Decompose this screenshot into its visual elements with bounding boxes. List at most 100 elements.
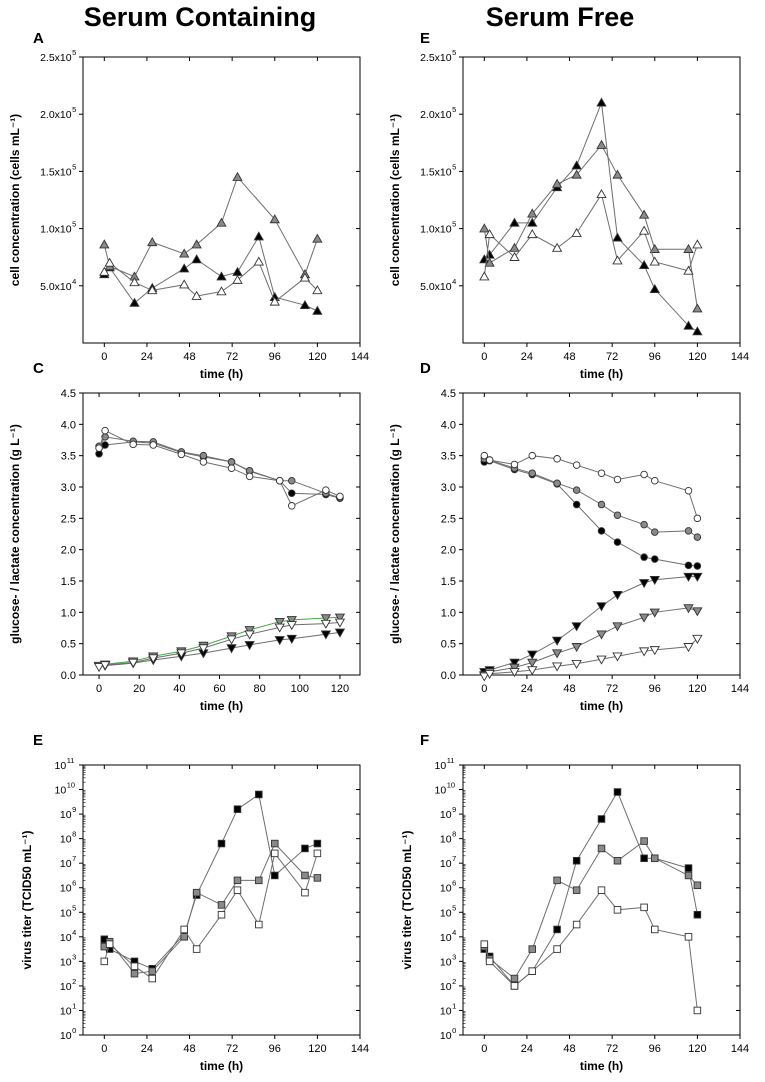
data-point bbox=[527, 217, 538, 227]
y-tick-exponent: 10 bbox=[67, 781, 75, 790]
y-tick-exponent: 4 bbox=[72, 277, 76, 286]
series-white bbox=[480, 886, 702, 1015]
y-tick-exponent: 0 bbox=[452, 1026, 456, 1035]
x-tick-label: 24 bbox=[141, 351, 153, 363]
data-point bbox=[613, 788, 622, 796]
x-tick-label: 0 bbox=[481, 683, 487, 695]
data-point bbox=[271, 839, 279, 848]
y-tick-label: 1.0x10 bbox=[40, 224, 72, 236]
data-point bbox=[510, 974, 519, 983]
panel-label: A bbox=[33, 30, 44, 47]
series-line bbox=[484, 458, 698, 538]
data-point bbox=[509, 251, 520, 261]
data-point bbox=[571, 227, 582, 237]
data-point bbox=[613, 511, 622, 519]
y-tick-exponent: 11 bbox=[67, 756, 75, 765]
data-point bbox=[312, 285, 323, 295]
data-point bbox=[99, 266, 110, 276]
data-point bbox=[649, 608, 660, 618]
series-glc-white bbox=[480, 451, 702, 523]
data-point bbox=[510, 460, 519, 469]
y-tick-label: 2.5 bbox=[441, 513, 456, 525]
x-axis-label: time (h) bbox=[580, 367, 623, 381]
data-point bbox=[528, 469, 537, 477]
data-point bbox=[286, 616, 297, 626]
series-line bbox=[483, 102, 698, 333]
data-point bbox=[334, 628, 346, 638]
data-point bbox=[148, 967, 156, 975]
data-point bbox=[684, 871, 693, 880]
data-point bbox=[638, 209, 650, 219]
series-line bbox=[483, 193, 698, 277]
data-point bbox=[612, 652, 623, 662]
x-tick-label: 72 bbox=[226, 1043, 238, 1055]
y-axis-label: cell concentration (cells mL⁻¹) bbox=[388, 114, 402, 286]
data-point bbox=[274, 623, 285, 633]
x-tick-label: 144 bbox=[351, 1043, 369, 1055]
data-point bbox=[95, 444, 103, 452]
data-point bbox=[192, 945, 201, 953]
y-tick-label: 2.5x10 bbox=[420, 52, 452, 64]
x-tick-label: 48 bbox=[563, 1043, 575, 1055]
data-point bbox=[527, 208, 538, 218]
data-point bbox=[216, 271, 227, 281]
y-tick-label: 2.0 bbox=[61, 545, 76, 557]
data-point bbox=[227, 458, 236, 466]
data-point bbox=[572, 886, 581, 894]
y-tick-exponent: 1 bbox=[452, 1001, 456, 1010]
data-point bbox=[288, 502, 296, 510]
y-tick-exponent: 5 bbox=[72, 220, 76, 229]
data-point bbox=[571, 659, 582, 670]
data-point bbox=[244, 626, 255, 636]
series-lac-white bbox=[479, 634, 703, 682]
data-point bbox=[596, 139, 607, 149]
y-tick-label: 3.0 bbox=[61, 482, 76, 494]
y-tick-label: 0.5 bbox=[441, 639, 456, 651]
x-tick-label: 0 bbox=[96, 683, 102, 695]
data-point bbox=[651, 555, 659, 563]
data-point bbox=[274, 617, 285, 628]
y-tick-exponent: 4 bbox=[72, 928, 76, 937]
data-point bbox=[692, 239, 703, 249]
data-point bbox=[596, 97, 607, 107]
data-point bbox=[638, 613, 650, 623]
data-point bbox=[245, 472, 254, 481]
data-point bbox=[683, 604, 694, 614]
y-tick-label: 10 bbox=[440, 883, 452, 895]
y-tick-label: 4.0 bbox=[61, 419, 76, 431]
data-point bbox=[485, 456, 494, 464]
data-point bbox=[612, 591, 623, 601]
data-point bbox=[571, 160, 582, 170]
x-axis-label: time (h) bbox=[200, 699, 243, 713]
y-tick-label: 2.0x10 bbox=[40, 109, 72, 121]
y-tick-label: 1.5 bbox=[61, 576, 76, 588]
data-point bbox=[649, 646, 660, 656]
data-point bbox=[93, 663, 105, 673]
x-tick-label: 80 bbox=[254, 683, 266, 695]
y-tick-label: 5.0x10 bbox=[420, 281, 452, 293]
data-point bbox=[129, 277, 140, 287]
data-point bbox=[148, 654, 159, 664]
data-point bbox=[484, 257, 495, 267]
y-tick-label: 10 bbox=[60, 956, 72, 968]
series-line bbox=[484, 576, 698, 673]
data-point bbox=[683, 572, 694, 582]
data-point bbox=[216, 286, 227, 296]
data-point bbox=[651, 925, 659, 934]
y-tick-label: 5.0x10 bbox=[40, 281, 72, 293]
data-point bbox=[232, 171, 243, 181]
data-point bbox=[148, 974, 156, 983]
x-tick-label: 120 bbox=[331, 683, 349, 695]
y-tick-exponent: 3 bbox=[72, 952, 76, 961]
data-point bbox=[596, 630, 607, 640]
data-point bbox=[638, 647, 650, 657]
x-tick-label: 48 bbox=[183, 351, 195, 363]
series-line bbox=[103, 176, 318, 278]
series-line bbox=[103, 842, 318, 975]
series-line bbox=[98, 621, 340, 668]
data-point bbox=[336, 492, 344, 501]
y-tick-exponent: 5 bbox=[452, 48, 456, 57]
data-point bbox=[527, 666, 538, 676]
